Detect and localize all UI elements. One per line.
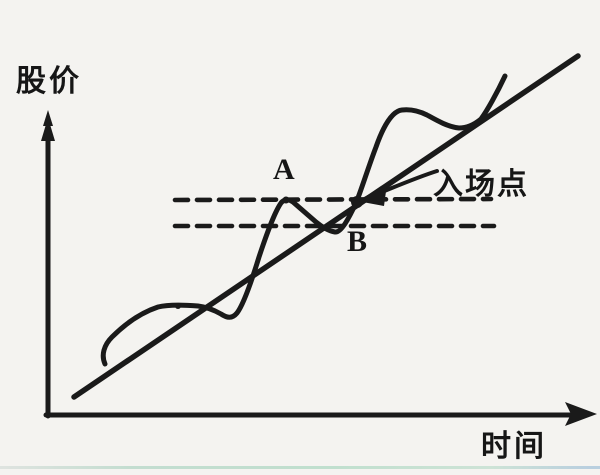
x-axis-label: 时间 — [481, 430, 547, 463]
y-axis-arrowhead-icon — [41, 110, 55, 141]
y-axis-label: 股价 — [16, 65, 82, 98]
footer-divider — [0, 466, 600, 469]
entry-point-annotation: 入场点 — [433, 168, 529, 201]
x-axis-arrowhead-icon — [565, 402, 597, 426]
upper-dashed-line — [172, 196, 494, 203]
entry-point-dot — [351, 196, 363, 208]
entry-arrowhead-icon — [357, 184, 387, 206]
point-a-label: A — [273, 153, 295, 186]
peak-a-dot — [282, 196, 290, 204]
first-hump-dot — [175, 303, 181, 309]
point-b-label: B — [347, 225, 368, 258]
price-curve — [100, 73, 508, 367]
